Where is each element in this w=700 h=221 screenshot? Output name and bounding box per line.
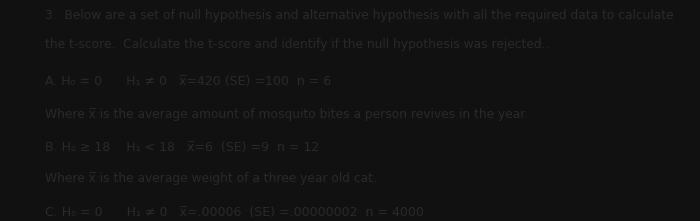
Text: 3.  Below are a set of null hypothesis and alternative hypothesis with all the r: 3. Below are a set of null hypothesis an… [45, 9, 673, 22]
Text: the t-score.  Calculate the t-score and identify if the null hypothesis was reje: the t-score. Calculate the t-score and i… [45, 38, 550, 51]
Text: Where x̅ is the average weight of a three year old cat.: Where x̅ is the average weight of a thre… [45, 172, 377, 185]
Text: A. H₀ = 0      H₁ ≠ 0   x̅=420 (SE) =100  n = 6: A. H₀ = 0 H₁ ≠ 0 x̅=420 (SE) =100 n = 6 [45, 75, 331, 88]
Text: Where x̅ is the average amount of mosquito bites a person revives in the year.: Where x̅ is the average amount of mosqui… [45, 108, 528, 121]
Text: B. H₀ ≥ 18    H₁ < 18   x̅=6  (SE) =9  n = 12: B. H₀ ≥ 18 H₁ < 18 x̅=6 (SE) =9 n = 12 [45, 141, 319, 154]
Text: C. H₀ = 0      H₁ ≠ 0   x̅=.00006  (SE) =.00000002  n = 4000: C. H₀ = 0 H₁ ≠ 0 x̅=.00006 (SE) =.000000… [45, 206, 423, 219]
